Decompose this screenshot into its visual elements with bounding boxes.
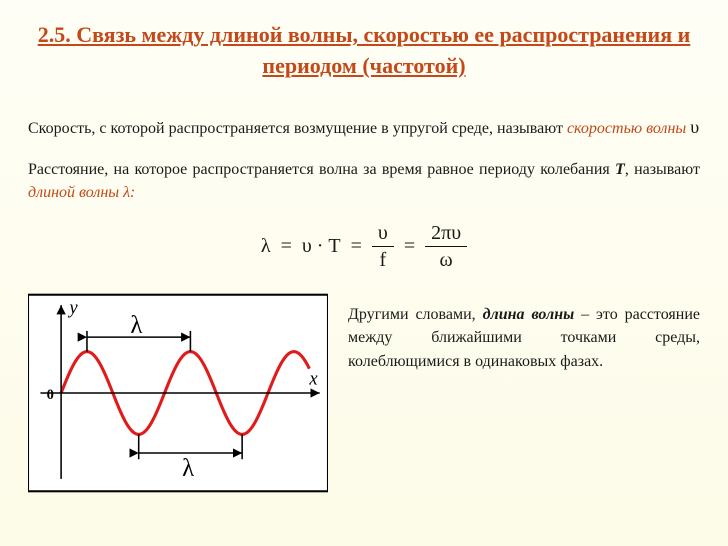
- side-pre: Другими словами,: [348, 306, 483, 323]
- svg-text:0: 0: [47, 387, 54, 403]
- f-frac2: 2πυ ω: [425, 222, 467, 271]
- para2-mid: , называют: [625, 161, 700, 178]
- f-frac1: υ f: [372, 222, 394, 271]
- section-title: 2.5. Связь между длиной волны, скоростью…: [28, 20, 700, 82]
- svg-text:λ: λ: [182, 455, 194, 482]
- formula-row: λ = υ · T = υ f = 2πυ ω: [28, 222, 700, 271]
- f-eq1: =: [281, 235, 292, 258]
- svg-text:λ: λ: [130, 312, 142, 339]
- svg-text:y: y: [67, 298, 78, 319]
- wave-svg: y x 0 λ λ: [28, 293, 328, 493]
- paragraph-wavelength: Расстояние, на которое распространяется …: [28, 158, 700, 204]
- svg-text:x: x: [308, 369, 318, 390]
- f-rhs1: υ · T: [302, 235, 341, 258]
- symbol-upsilon: υ: [690, 117, 699, 137]
- f-eq3: =: [404, 235, 415, 258]
- para2-pre: Расстояние, на которое распространяется …: [28, 161, 615, 178]
- term-wavelength: длиной волны λ:: [28, 184, 135, 201]
- f-frac2-num: 2πυ: [425, 222, 467, 247]
- f-frac2-den: ω: [434, 247, 459, 271]
- term-wave-speed: скоростью волны: [567, 120, 690, 137]
- term-wavelength-2: длина волны: [483, 306, 575, 323]
- paragraph-speed: Скорость, с которой распространяется воз…: [28, 114, 700, 140]
- f-lhs: λ: [261, 235, 271, 258]
- f-eq2: =: [351, 235, 362, 258]
- f-frac1-den: f: [374, 247, 393, 271]
- side-definition: Другими словами, длина волны – это расст…: [348, 293, 700, 373]
- lower-row: y x 0 λ λ Другими словами, длина волны – это…: [28, 293, 700, 498]
- symbol-T: Т: [615, 161, 625, 178]
- f-frac1-num: υ: [372, 222, 394, 247]
- para1-pre: Скорость, с которой распространяется воз…: [28, 120, 567, 137]
- wave-chart: y x 0 λ λ: [28, 293, 328, 498]
- wavelength-formula: λ = υ · T = υ f = 2πυ ω: [261, 222, 467, 271]
